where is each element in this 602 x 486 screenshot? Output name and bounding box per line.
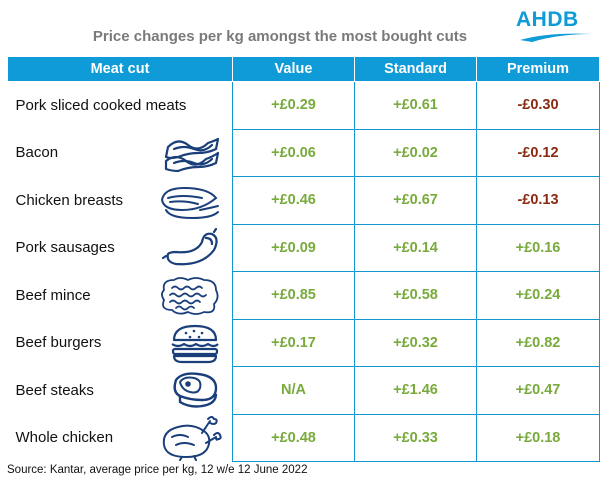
mince-icon [161,277,219,316]
value-cell: +£0.29 [232,81,355,130]
cut-cell: Beef burgers [7,319,233,367]
chicken-breast-icon [160,187,219,220]
value-cell: +£0.09 [232,223,355,272]
standard-cell: +£0.58 [354,271,477,320]
ahdb-logo: AHDB [516,8,596,42]
cut-label: Chicken breasts [15,191,124,209]
price-table: Meat cut Value Standard Premium Pork sli… [7,56,600,462]
table-row: Chicken breasts +£0.46 +£0.67 -£0.13 [7,176,600,225]
burger-icon [171,324,219,363]
table-row: Pork sliced cooked meats +£0.29 +£0.61 -… [7,81,600,130]
premium-cell: +£0.24 [476,271,600,320]
sausage-icon [162,227,218,266]
standard-cell: +£0.61 [354,81,477,130]
table-row: Pork sausages +£0.09 +£0.14 +£0.16 [7,223,600,272]
header-meat-cut: Meat cut [7,56,233,82]
table-row: Beef steaks N/A +£1.46 +£0.47 [7,366,600,415]
cut-cell: Bacon [7,129,233,177]
value-cell: N/A [232,366,355,415]
logo-swoosh-icon [520,33,592,42]
standard-cell: +£0.67 [354,176,477,225]
header-standard: Standard [354,56,477,82]
premium-cell: +£0.16 [476,223,600,272]
table-row: Whole chicken +£0.48 +£0.33 +£0.18 [7,413,600,462]
premium-cell: +£0.18 [476,413,600,462]
cut-label: Whole chicken [15,429,114,447]
cut-cell: Whole chicken [7,414,233,462]
table-row: Beef mince +£0.85 +£0.58 +£0.24 [7,271,600,320]
table-row: Beef burgers +£0.17 +£0.32 +£0.82 [7,318,600,367]
header-premium: Premium [476,56,600,82]
cut-label: Beef burgers [15,334,102,352]
standard-cell: +£0.32 [354,318,477,367]
header-row: Meat cut Value Standard Premium [7,56,600,82]
cut-label: Beef mince [15,286,91,304]
value-cell: +£0.06 [232,128,355,177]
value-cell: +£0.48 [232,413,355,462]
cut-label: Beef steaks [15,381,94,399]
standard-cell: +£0.33 [354,413,477,462]
table-row: Bacon +£0.06 +£0.02 -£0.12 [7,128,600,177]
premium-cell: +£0.82 [476,318,600,367]
value-cell: +£0.46 [232,176,355,225]
cut-cell: Pork sliced cooked meats [7,81,233,129]
value-cell: +£0.17 [232,318,355,367]
standard-cell: +£0.14 [354,223,477,272]
cut-label: Bacon [15,144,59,162]
cut-label: Pork sausages [15,239,115,257]
standard-cell: +£1.46 [354,366,477,415]
steak-icon [173,372,218,408]
source-note: Source: Kantar, average price per kg, 12… [7,464,308,476]
premium-cell: -£0.12 [476,128,600,177]
chart-title: Price changes per kg amongst the most bo… [92,28,468,45]
premium-cell: +£0.47 [476,366,600,415]
logo-text: AHDB [516,8,579,31]
whole-chicken-icon [162,415,222,461]
cut-cell: Beef steaks [7,366,233,414]
cut-label: Pork sliced cooked meats [15,97,187,114]
standard-cell: +£0.02 [354,128,477,177]
value-cell: +£0.85 [232,271,355,320]
header-value: Value [232,56,355,82]
cut-cell: Pork sausages [7,224,233,272]
bacon-icon [164,137,220,172]
cut-cell: Chicken breasts [7,176,233,224]
premium-cell: -£0.30 [476,81,600,130]
cut-cell: Beef mince [7,271,233,319]
premium-cell: -£0.13 [476,176,600,225]
